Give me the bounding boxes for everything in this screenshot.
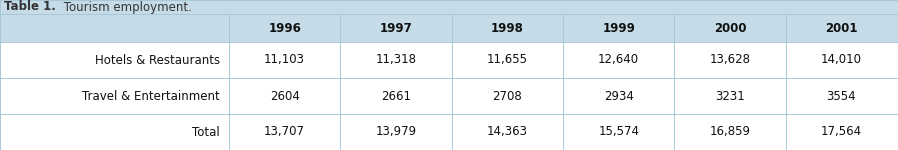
Text: Hotels & Restaurants: Hotels & Restaurants xyxy=(95,54,220,66)
Text: 1997: 1997 xyxy=(380,21,412,34)
Text: 13,979: 13,979 xyxy=(375,126,417,138)
Text: 16,859: 16,859 xyxy=(709,126,751,138)
Text: 2934: 2934 xyxy=(603,90,634,102)
Bar xyxy=(0,14,898,42)
Text: 14,010: 14,010 xyxy=(821,54,862,66)
Text: 2661: 2661 xyxy=(381,90,411,102)
Text: 3231: 3231 xyxy=(715,90,745,102)
Text: 14,363: 14,363 xyxy=(487,126,528,138)
Text: 11,318: 11,318 xyxy=(375,54,417,66)
Text: 17,564: 17,564 xyxy=(821,126,862,138)
Bar xyxy=(0,78,898,114)
Text: 3554: 3554 xyxy=(827,90,856,102)
Text: 11,655: 11,655 xyxy=(487,54,528,66)
Bar xyxy=(0,0,898,14)
Text: 1996: 1996 xyxy=(269,21,301,34)
Text: 2708: 2708 xyxy=(492,90,523,102)
Text: 1999: 1999 xyxy=(603,21,635,34)
Bar xyxy=(0,42,898,78)
Text: 15,574: 15,574 xyxy=(598,126,639,138)
Text: Table 1.: Table 1. xyxy=(4,0,56,13)
Text: 1998: 1998 xyxy=(491,21,524,34)
Text: 13,628: 13,628 xyxy=(709,54,751,66)
Text: Tourism employment.: Tourism employment. xyxy=(60,0,192,13)
Text: Total: Total xyxy=(192,126,220,138)
Text: 2000: 2000 xyxy=(714,21,746,34)
Text: 2001: 2001 xyxy=(825,21,858,34)
Text: 13,707: 13,707 xyxy=(264,126,305,138)
Text: 11,103: 11,103 xyxy=(264,54,305,66)
Bar xyxy=(0,114,898,150)
Text: 2604: 2604 xyxy=(269,90,300,102)
Text: Travel & Entertainment: Travel & Entertainment xyxy=(83,90,220,102)
Text: 12,640: 12,640 xyxy=(598,54,639,66)
